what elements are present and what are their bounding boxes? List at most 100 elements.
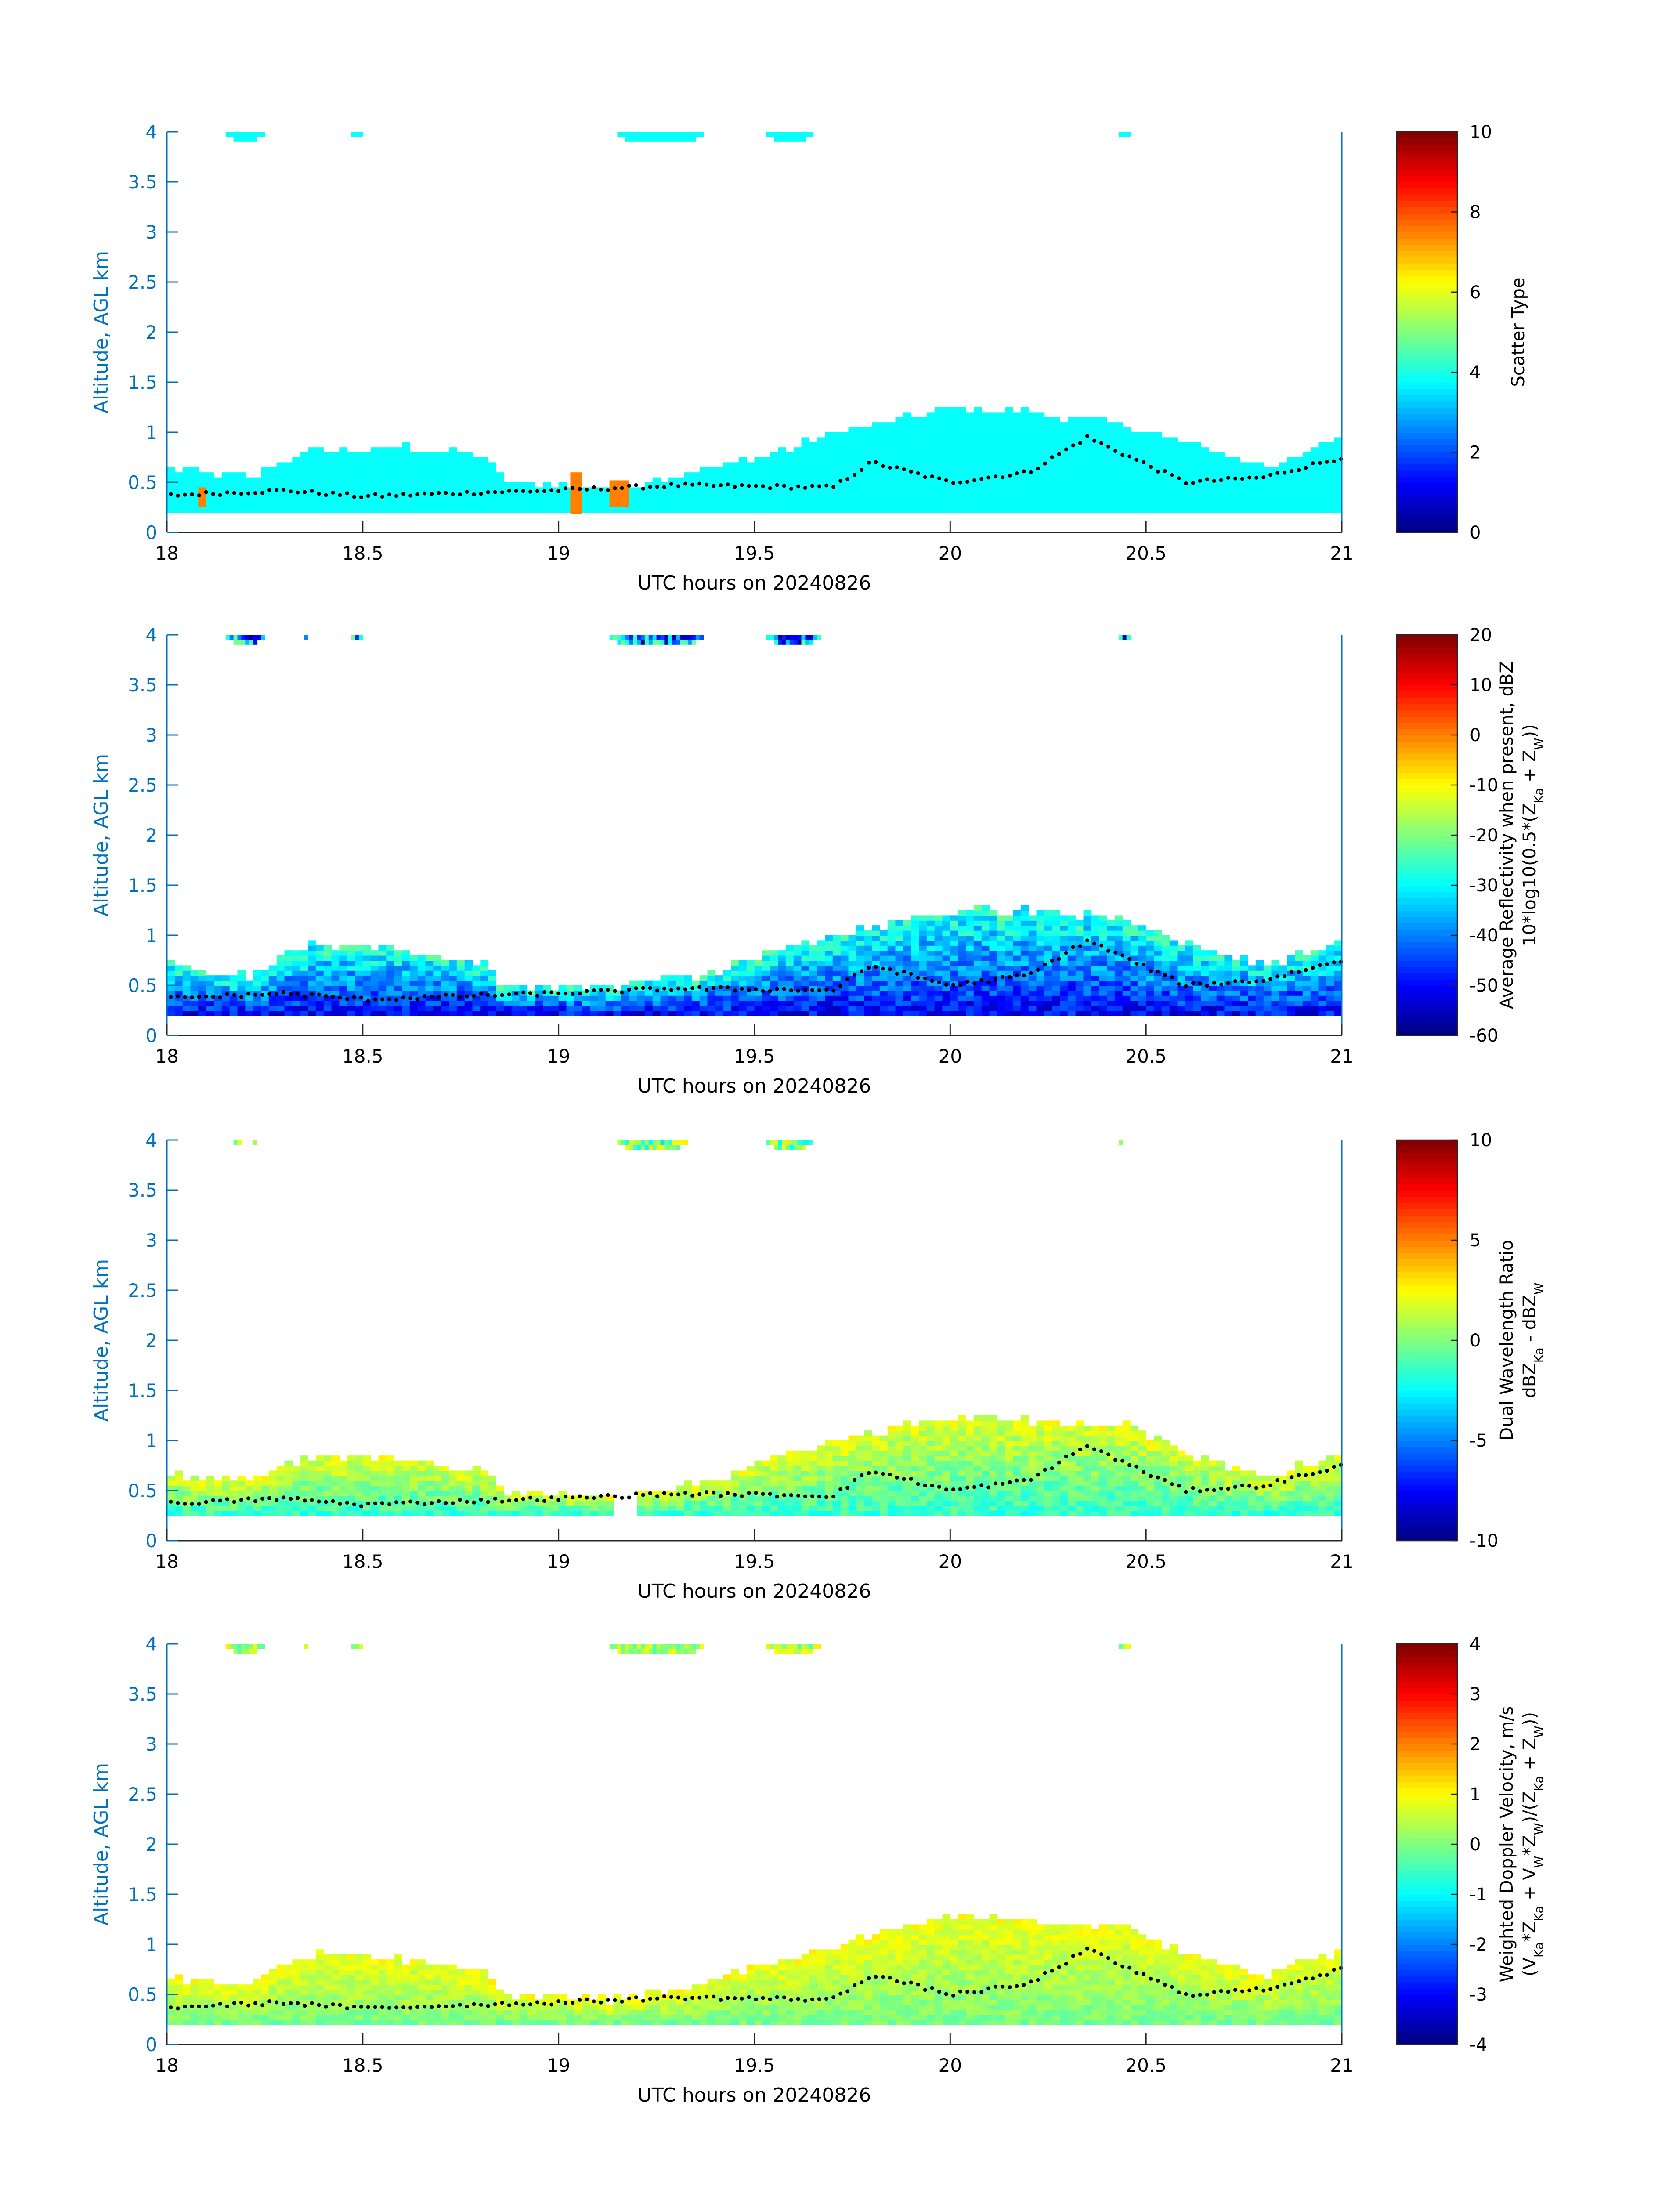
heatmap-cell — [1076, 427, 1084, 433]
heatmap-cell — [888, 447, 896, 452]
heatmap-cell — [347, 1491, 355, 1496]
heatmap-cell — [324, 955, 332, 961]
heatmap-cell — [684, 137, 688, 141]
heatmap-cell — [433, 478, 441, 483]
heatmap-cell — [191, 990, 199, 995]
cloud-base-dot — [958, 481, 962, 485]
heatmap-cell — [300, 1476, 308, 1481]
heatmap-cell — [1201, 503, 1209, 508]
heatmap-cell — [1099, 981, 1107, 986]
heatmap-cell — [958, 452, 966, 458]
heatmap-cell — [1154, 955, 1162, 961]
heatmap-cell — [723, 995, 731, 1001]
heatmap-cell — [175, 497, 183, 503]
heatmap-cell — [770, 503, 778, 508]
colorbar-swatch — [1397, 288, 1457, 295]
heatmap-cell — [261, 507, 269, 513]
heatmap-cell — [1209, 503, 1217, 508]
heatmap-cell — [449, 472, 457, 478]
heatmap-cell — [794, 467, 802, 473]
heatmap-cell — [371, 1476, 379, 1481]
heatmap-cell — [402, 1495, 410, 1501]
colorbar-swatch — [1397, 482, 1457, 489]
heatmap-cell — [653, 497, 661, 503]
heatmap-cell — [802, 940, 810, 945]
heatmap-cell — [355, 503, 363, 508]
heatmap-cell — [332, 950, 340, 955]
heatmap-cell — [198, 1000, 206, 1006]
heatmap-cell — [943, 915, 951, 920]
heatmap-cell — [433, 985, 441, 991]
heatmap-cell — [990, 497, 998, 503]
cloud-base-dot — [1240, 980, 1244, 984]
heatmap-cell — [798, 132, 802, 137]
heatmap-cell — [833, 1010, 841, 1016]
colorbar-tick-label: -40 — [1470, 926, 1498, 946]
heatmap-cell — [1123, 981, 1131, 986]
heatmap-cell — [661, 975, 669, 981]
heatmap-cell — [1115, 975, 1123, 981]
heatmap-cell — [653, 995, 661, 1001]
heatmap-cell — [285, 965, 293, 970]
heatmap-cell — [629, 507, 637, 513]
heatmap-cell — [1154, 981, 1162, 986]
heatmap-cell — [1272, 985, 1280, 991]
heatmap-cell — [1225, 492, 1233, 498]
heatmap-cell — [1201, 965, 1209, 970]
heatmap-cell — [911, 955, 919, 961]
heatmap-cell — [1123, 437, 1131, 442]
heatmap-cell — [1060, 981, 1068, 986]
heatmap-cell — [1193, 970, 1201, 976]
heatmap-cell — [1115, 945, 1123, 951]
heatmap-cell — [990, 417, 998, 423]
heatmap-cell — [1248, 1006, 1256, 1011]
heatmap-cell — [1279, 462, 1287, 467]
heatmap-cell — [841, 970, 849, 976]
heatmap-cell — [308, 1006, 316, 1011]
heatmap-cell — [1052, 965, 1060, 970]
heatmap-cell — [1037, 975, 1045, 981]
heatmap-cell — [809, 640, 813, 644]
heatmap-cell — [692, 507, 700, 513]
heatmap-cell — [449, 975, 457, 981]
heatmap-cell — [245, 995, 253, 1001]
heatmap-cell — [762, 955, 770, 961]
heatmap-cell — [1021, 478, 1029, 483]
cloud-base-dot — [916, 976, 920, 980]
heatmap-cell — [1091, 417, 1099, 423]
heatmap-cell — [167, 497, 175, 503]
heatmap-cell — [418, 478, 426, 483]
heatmap-cell — [637, 503, 645, 508]
heatmap-cell — [1013, 462, 1021, 467]
heatmap-cell — [300, 975, 308, 981]
heatmap-cell — [1201, 482, 1209, 488]
heatmap-cell — [1209, 990, 1217, 995]
heatmap-cell — [527, 497, 535, 503]
cloud-base-dot — [1113, 951, 1117, 955]
heatmap-cell — [582, 995, 590, 1001]
heatmap-cell — [778, 981, 786, 986]
heatmap-cell — [316, 1455, 324, 1461]
heatmap-cell — [903, 422, 911, 427]
heatmap-cell — [426, 1495, 434, 1501]
heatmap-cell — [1013, 452, 1021, 458]
colorbar-tick-label: -30 — [1470, 876, 1498, 896]
heatmap-cell — [1052, 472, 1060, 478]
colorbar-swatch — [1397, 263, 1457, 270]
heatmap-cell — [825, 457, 833, 463]
heatmap-cell — [394, 452, 402, 458]
heatmap-cell — [1052, 975, 1060, 981]
heatmap-cell — [708, 995, 716, 1001]
heatmap-cell — [1272, 981, 1280, 986]
heatmap-cell — [355, 965, 363, 970]
heatmap-cell — [684, 1010, 692, 1016]
colorbar-swatch — [1397, 935, 1457, 942]
heatmap-cell — [833, 995, 841, 1001]
heatmap-cell — [1256, 1006, 1264, 1011]
heatmap-cell — [1044, 930, 1052, 936]
heatmap-cell — [1068, 975, 1076, 981]
heatmap-cell — [896, 507, 904, 513]
heatmap-cell — [1060, 925, 1068, 930]
heatmap-cell — [418, 1486, 426, 1491]
cloud-base-dot — [1163, 973, 1167, 977]
